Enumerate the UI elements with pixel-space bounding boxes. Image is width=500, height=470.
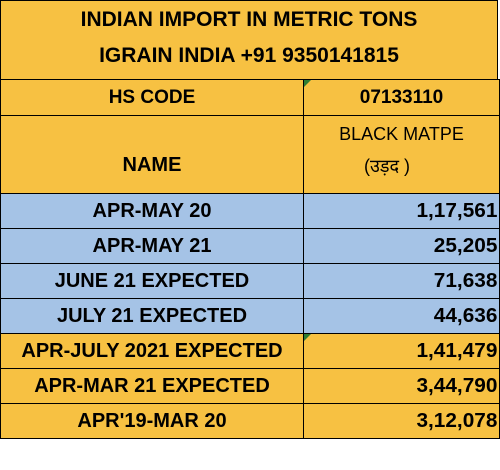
row-label-cell[interactable]: APR-MAR 21 EXPECTED bbox=[0, 368, 304, 404]
row-label: APR-MAR 21 EXPECTED bbox=[34, 374, 270, 397]
row-label: JULY 21 EXPECTED bbox=[56, 304, 248, 327]
commodity-name-cell[interactable]: BLACK MATPE (उड़द ) bbox=[303, 115, 500, 194]
row-value-cell[interactable]: 3,12,078 bbox=[303, 403, 500, 439]
hs-code-value: 07133110 bbox=[359, 86, 444, 108]
row-value: 71,638 bbox=[433, 269, 498, 292]
hs-code-value-cell[interactable]: 07133110 bbox=[303, 79, 500, 116]
row-value-cell[interactable]: 1,17,561 bbox=[303, 193, 500, 229]
row-value: 25,205 bbox=[433, 234, 498, 257]
row-label: APR-JULY 2021 EXPECTED bbox=[21, 339, 283, 362]
row-label: APR'19-MAR 20 bbox=[77, 409, 227, 432]
row-label-cell[interactable]: JUNE 21 EXPECTED bbox=[0, 263, 304, 299]
row-value: 1,17,561 bbox=[416, 199, 498, 222]
hs-code-label: HS CODE bbox=[108, 86, 196, 108]
data-grid: HS CODE 07133110 NAME BLACK MATPE (उड़द … bbox=[0, 79, 500, 439]
hs-code-label-cell[interactable]: HS CODE bbox=[0, 79, 304, 116]
title-block[interactable]: INDIAN IMPORT IN METRIC TONS IGRAIN INDI… bbox=[0, 0, 498, 80]
row-label-cell[interactable]: APR'19-MAR 20 bbox=[0, 403, 304, 439]
row-label-cell[interactable]: APR-MAY 20 bbox=[0, 193, 304, 229]
name-label-cell[interactable]: NAME bbox=[0, 115, 304, 194]
commodity-name-en: BLACK MATPE bbox=[339, 124, 464, 144]
row-value: 3,44,790 bbox=[416, 374, 498, 397]
sheet-subtitle: IGRAIN INDIA +91 9350141815 bbox=[99, 44, 399, 67]
row-value-cell[interactable]: 44,636 bbox=[303, 298, 500, 334]
row-label: APR-MAY 20 bbox=[92, 199, 212, 222]
comment-marker-icon bbox=[304, 80, 311, 87]
row-label-cell[interactable]: APR-JULY 2021 EXPECTED bbox=[0, 333, 304, 369]
comment-marker-icon bbox=[304, 334, 311, 341]
row-value-cell[interactable]: 1,41,479 bbox=[303, 333, 500, 369]
sheet-title: INDIAN IMPORT IN METRIC TONS bbox=[80, 8, 418, 31]
row-value: 1,41,479 bbox=[416, 339, 498, 362]
row-value-cell[interactable]: 71,638 bbox=[303, 263, 500, 299]
row-value: 3,12,078 bbox=[416, 409, 498, 432]
row-value-cell[interactable]: 3,44,790 bbox=[303, 368, 500, 404]
name-label: NAME bbox=[122, 154, 182, 176]
row-label-cell[interactable]: JULY 21 EXPECTED bbox=[0, 298, 304, 334]
row-value: 44,636 bbox=[433, 304, 498, 327]
row-label: APR-MAY 21 bbox=[92, 234, 212, 257]
commodity-name-hi: (उड़द ) bbox=[364, 156, 411, 176]
row-label-cell[interactable]: APR-MAY 21 bbox=[0, 228, 304, 264]
row-label: JUNE 21 EXPECTED bbox=[54, 269, 250, 292]
row-value-cell[interactable]: 25,205 bbox=[303, 228, 500, 264]
